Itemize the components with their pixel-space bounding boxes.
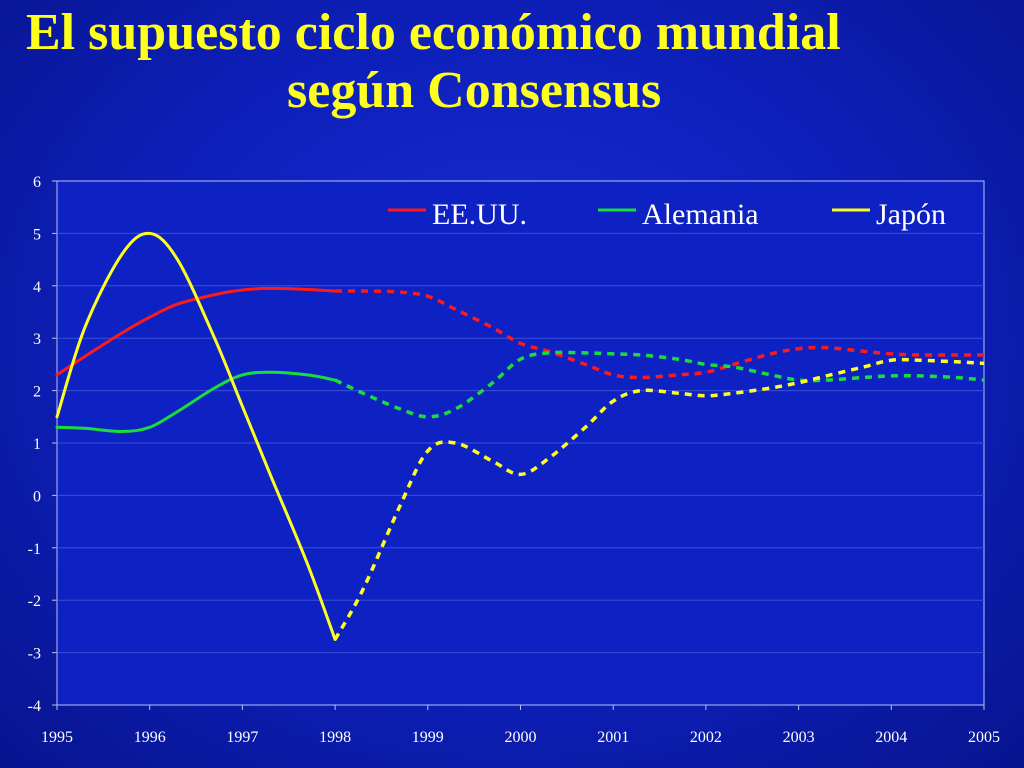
- x-tick-label: 2003: [783, 729, 815, 746]
- series-line-ee-uu-forecast: [335, 289, 984, 380]
- y-tick-label: -1: [28, 541, 41, 558]
- y-tick-label: 2: [33, 384, 41, 401]
- y-tick-label: 5: [33, 226, 41, 243]
- legend-label-alemania: Alemania: [642, 198, 759, 231]
- y-tick-label: -2: [28, 593, 41, 610]
- y-tick-label: 3: [33, 331, 41, 348]
- y-tick-label: 6: [33, 174, 41, 191]
- series-line-jap-n-actual: [55, 231, 337, 641]
- y-tick-label: -4: [28, 698, 41, 715]
- x-tick-label: 2002: [690, 729, 722, 746]
- x-tick-label: 1997: [226, 729, 258, 746]
- x-tick-label: 2005: [968, 729, 1000, 746]
- slide-title: El supuesto ciclo económico mundial segú…: [0, 4, 1024, 120]
- y-tick-label: 0: [33, 488, 41, 505]
- legend-label-ee-uu: EE.UU.: [432, 198, 527, 231]
- y-tick-label: 4: [33, 279, 41, 296]
- x-tick-label: 2001: [597, 729, 629, 746]
- title-line-2: según Consensus: [287, 62, 662, 119]
- series-lines: [55, 231, 985, 641]
- x-tick-label: 1995: [41, 729, 73, 746]
- series-line-alemania-actual: [55, 370, 337, 434]
- x-tick-label: 1996: [134, 729, 166, 746]
- legend-label-jap-n: Japón: [876, 198, 946, 231]
- x-axis-ticks: 1995 1996 1997 1998 1999 2000 2001 2002 2003 2004…: [41, 705, 1000, 746]
- y-tick-label: -3: [28, 646, 41, 663]
- legend: EE.UU. Alemania Japón: [388, 198, 946, 231]
- x-tick-label: 1998: [319, 729, 351, 746]
- y-tick-label: 1: [33, 436, 41, 453]
- title-line-1: El supuesto ciclo económico mundial: [26, 4, 841, 61]
- y-axis-ticks: 6 5 4 3 2 1 0 -1 -2 -3 -4: [28, 174, 57, 715]
- x-tick-label: 1999: [412, 729, 444, 746]
- x-tick-label: 2000: [505, 729, 537, 746]
- x-tick-label: 2004: [875, 729, 907, 746]
- series-line-jap-n-forecast: [333, 357, 985, 641]
- series-line-alemania-forecast: [334, 350, 985, 419]
